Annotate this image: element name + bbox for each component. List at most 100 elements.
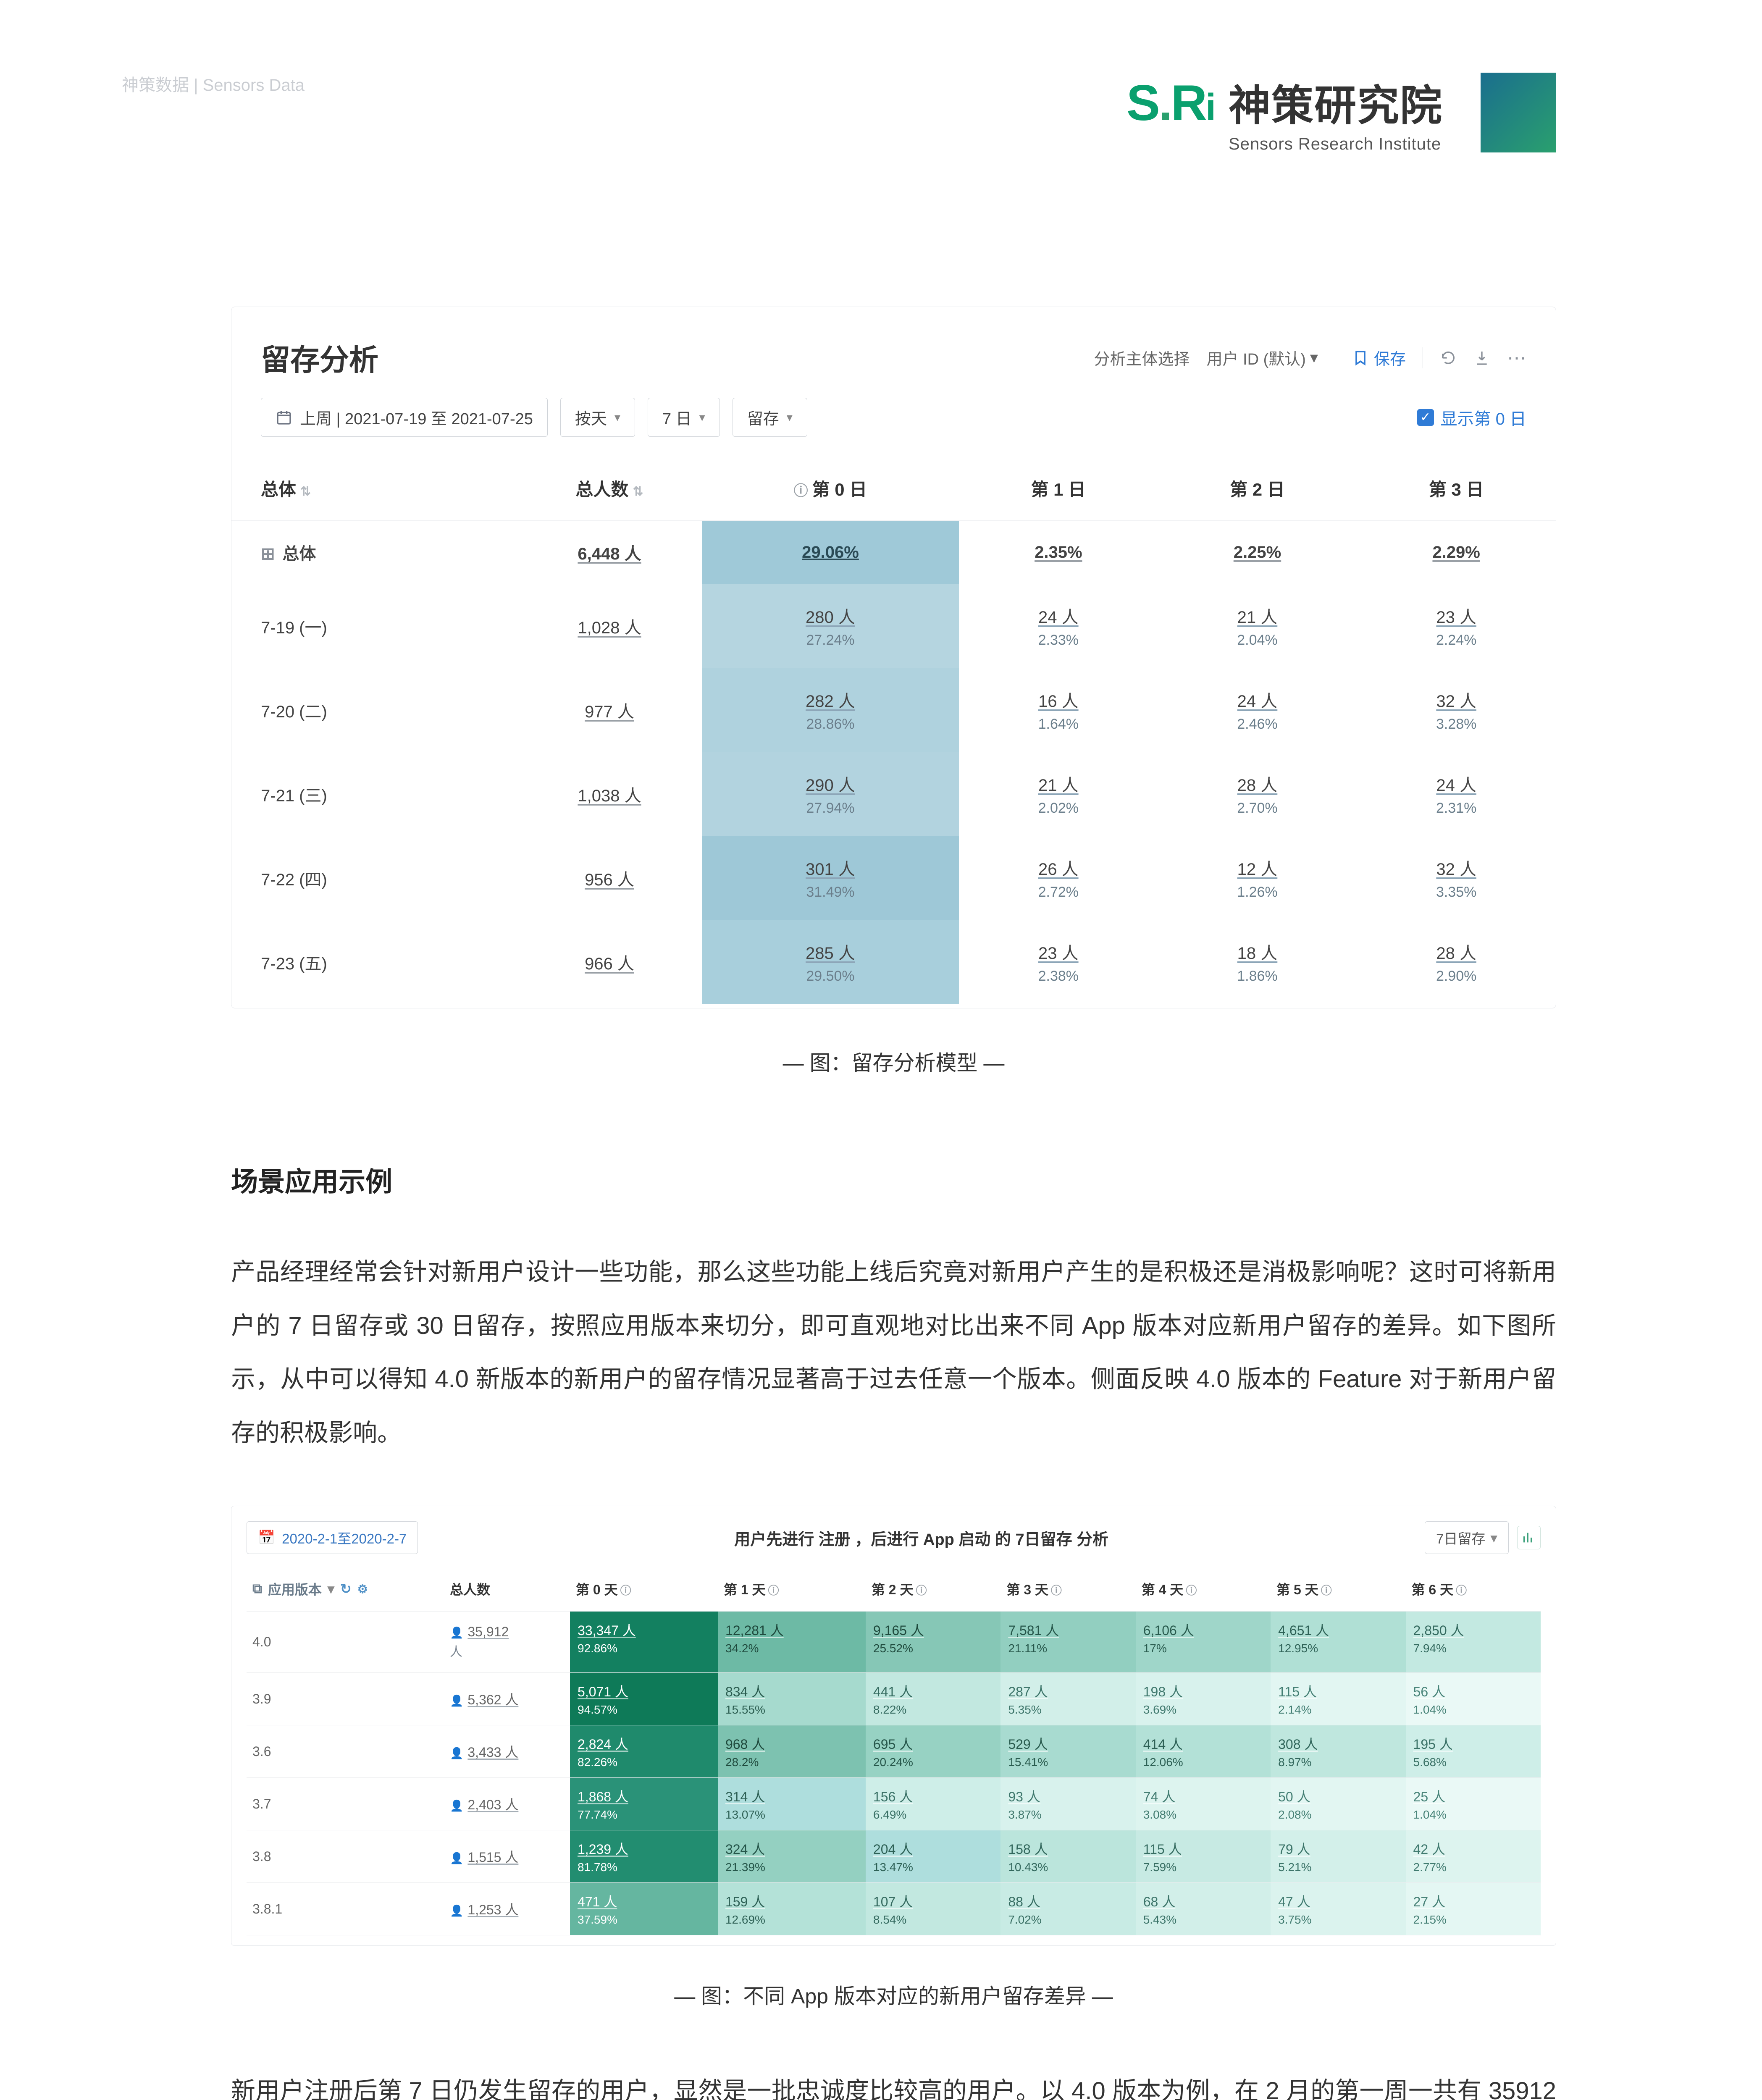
agg-day2[interactable]: 2.25%	[1234, 543, 1281, 562]
col-total[interactable]: 总人数⇅	[517, 456, 702, 521]
save-button[interactable]: 保存	[1352, 346, 1406, 369]
row-total[interactable]: 977 人	[585, 703, 634, 721]
date-range-pill[interactable]: 上周 | 2021-07-19 至 2021-07-25	[261, 398, 548, 437]
col-day2[interactable]: 第 2 日	[1158, 456, 1357, 521]
row-day1[interactable]: 16 人1.64%	[959, 668, 1158, 752]
ver-cell[interactable]: 1,868 人77.74%	[570, 1778, 718, 1830]
ver-total[interactable]: 1,515 人	[467, 1850, 518, 1865]
row-day1[interactable]: 21 人2.02%	[959, 752, 1158, 836]
ver-cell[interactable]: 115 人2.14%	[1271, 1673, 1405, 1725]
ver-cell[interactable]: 56 人1.04%	[1406, 1673, 1541, 1725]
ver-cell[interactable]: 198 人3.69%	[1136, 1673, 1271, 1725]
row-day2[interactable]: 24 人2.46%	[1158, 668, 1357, 752]
row-day3[interactable]: 24 人2.31%	[1357, 752, 1556, 836]
row-day3[interactable]: 32 人3.35%	[1357, 836, 1556, 920]
ver-cell[interactable]: 7,581 人21.11%	[1000, 1612, 1135, 1673]
row-total[interactable]: 956 人	[585, 871, 634, 889]
row-day0[interactable]: 290 人27.94%	[702, 752, 959, 836]
ver-cell[interactable]: 204 人13.47%	[866, 1830, 1000, 1883]
ver-cell[interactable]: 414 人12.06%	[1136, 1725, 1271, 1778]
row-day1[interactable]: 26 人2.72%	[959, 836, 1158, 920]
col-day1[interactable]: 第 1 日	[959, 456, 1158, 521]
ver-total[interactable]: 5,362 人	[467, 1692, 518, 1707]
row-day2[interactable]: 21 人2.04%	[1158, 584, 1357, 668]
ver-cell[interactable]: 93 人3.87%	[1000, 1778, 1135, 1830]
ver-cell[interactable]: 9,165 人25.52%	[866, 1612, 1000, 1673]
expand-icon[interactable]: ⊞	[261, 545, 275, 563]
refresh-icon[interactable]	[1440, 349, 1457, 366]
cell-count[interactable]: 21 人	[1162, 604, 1353, 628]
gear-icon[interactable]: ⚙	[357, 1582, 368, 1596]
more-icon[interactable]: ⋯	[1507, 346, 1526, 369]
ver-cell[interactable]: 287 人5.35%	[1000, 1673, 1135, 1725]
row-day0[interactable]: 285 人29.50%	[702, 920, 959, 1004]
cell-count[interactable]: 16 人	[963, 688, 1154, 712]
agg-day1[interactable]: 2.35%	[1035, 543, 1082, 562]
ver-total-cell[interactable]: 👤5,362 人	[444, 1673, 570, 1725]
cell-count[interactable]: 24 人	[963, 604, 1154, 628]
cell-count[interactable]: 12 人	[1162, 856, 1353, 880]
row-total[interactable]: 966 人	[585, 955, 634, 973]
cell-count[interactable]: 280 人	[706, 604, 955, 628]
agg-total[interactable]: 6,448 人	[578, 545, 641, 563]
ver-cell[interactable]: 308 人8.97%	[1271, 1725, 1405, 1778]
row-day3[interactable]: 32 人3.28%	[1357, 668, 1556, 752]
cell-count[interactable]: 18 人	[1162, 940, 1353, 964]
ver-total[interactable]: 35,912	[467, 1624, 509, 1639]
cell-count[interactable]: 24 人	[1361, 772, 1552, 796]
subject-select[interactable]: 用户 ID (默认) ▾	[1206, 346, 1318, 369]
ver-cell[interactable]: 42 人2.77%	[1406, 1830, 1541, 1883]
col-day3[interactable]: 第 3 日	[1357, 456, 1556, 521]
col-version-select[interactable]: ⧉ 应用版本 ▾ ↻ ⚙	[247, 1567, 444, 1612]
ver-cell[interactable]: 33,347 人92.86%	[570, 1612, 718, 1673]
ver-cell[interactable]: 4,651 人12.95%	[1271, 1612, 1405, 1673]
cell-count[interactable]: 23 人	[1361, 604, 1552, 628]
cell-count[interactable]: 21 人	[963, 772, 1154, 796]
ver-cell[interactable]: 50 人2.08%	[1271, 1778, 1405, 1830]
agg-day0[interactable]: 29.06%	[702, 521, 959, 584]
cell-count[interactable]: 23 人	[963, 940, 1154, 964]
ver-cell[interactable]: 158 人10.43%	[1000, 1830, 1135, 1883]
row-total[interactable]: 1,028 人	[578, 619, 641, 637]
row-total[interactable]: 1,038 人	[578, 787, 641, 805]
ver-total-cell[interactable]: 👤2,403 人	[444, 1778, 570, 1830]
ver-cell[interactable]: 74 人3.08%	[1136, 1778, 1271, 1830]
ver-cell[interactable]: 471 人37.59%	[570, 1883, 718, 1935]
ver-cell[interactable]: 441 人8.22%	[866, 1673, 1000, 1725]
ver-total[interactable]: 1,253 人	[467, 1902, 518, 1917]
ver-cell[interactable]: 25 人1.04%	[1406, 1778, 1541, 1830]
col-day0[interactable]: ⓘ第 0 日	[702, 456, 959, 521]
ver-date-pill[interactable]: 📅 2020-2-1至2020-2-7	[247, 1521, 418, 1554]
cell-count[interactable]: 28 人	[1162, 772, 1353, 796]
window-pill[interactable]: 7 日▾	[648, 398, 720, 437]
row-day2[interactable]: 28 人2.70%	[1158, 752, 1357, 836]
ver-cell[interactable]: 79 人5.21%	[1271, 1830, 1405, 1883]
ver-cell[interactable]: 529 人15.41%	[1000, 1725, 1135, 1778]
row-day0[interactable]: 280 人27.24%	[702, 584, 959, 668]
row-day1[interactable]: 24 人2.33%	[959, 584, 1158, 668]
cell-count[interactable]: 24 人	[1162, 688, 1353, 712]
reset-icon[interactable]: ↻	[340, 1581, 352, 1597]
ver-cell[interactable]: 12,281 人34.2%	[718, 1612, 866, 1673]
row-day3[interactable]: 23 人2.24%	[1357, 584, 1556, 668]
ver-cell[interactable]: 968 人28.2%	[718, 1725, 866, 1778]
ver-cell[interactable]: 68 人5.43%	[1136, 1883, 1271, 1935]
agg-day3[interactable]: 2.29%	[1432, 543, 1480, 562]
ver-cell[interactable]: 47 人3.75%	[1271, 1883, 1405, 1935]
cell-count[interactable]: 26 人	[963, 856, 1154, 880]
metric-pill[interactable]: 留存▾	[733, 398, 807, 437]
cell-count[interactable]: 32 人	[1361, 688, 1552, 712]
cell-count[interactable]: 282 人	[706, 688, 955, 712]
ver-total[interactable]: 2,403 人	[467, 1797, 518, 1812]
row-day0[interactable]: 282 人28.86%	[702, 668, 959, 752]
row-day1[interactable]: 23 人2.38%	[959, 920, 1158, 1004]
row-day3[interactable]: 28 人2.90%	[1357, 920, 1556, 1004]
ver-total-cell[interactable]: 👤3,433 人	[444, 1725, 570, 1778]
ver-cell[interactable]: 834 人15.55%	[718, 1673, 866, 1725]
cell-count[interactable]: 32 人	[1361, 856, 1552, 880]
ver-cell[interactable]: 6,106 人17%	[1136, 1612, 1271, 1673]
ver-cell[interactable]: 115 人7.59%	[1136, 1830, 1271, 1883]
cell-count[interactable]: 285 人	[706, 940, 955, 964]
row-day0[interactable]: 301 人31.49%	[702, 836, 959, 920]
cell-count[interactable]: 28 人	[1361, 940, 1552, 964]
